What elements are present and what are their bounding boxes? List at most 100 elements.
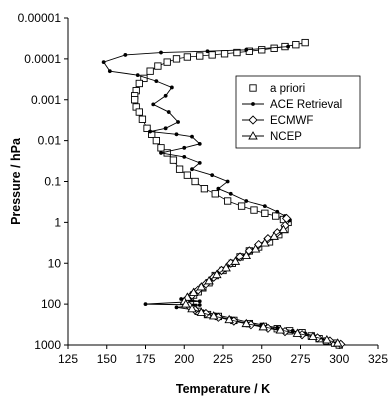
x-tick-label: 150 [97,352,117,366]
ace-retrieval-point [163,126,168,131]
ace-retrieval-point [101,60,106,65]
a-priori-marker [135,79,143,88]
ncep-marker [278,224,289,234]
a-priori-marker [157,144,165,152]
ace-retrieval-point [275,325,280,330]
a-priori-marker [143,124,151,132]
ace-retrieval-point [225,179,230,184]
series-layer [101,38,346,349]
a-priori-marker [154,62,162,70]
x-tick-label: 300 [329,352,349,366]
ncep-marker [308,331,318,340]
y-tick-label: 0.1 [44,175,61,189]
ncep-marker [241,318,252,328]
legend-label-a-priori: a priori [270,83,305,95]
ncep-marker [212,269,222,279]
a-priori-marker [258,46,266,54]
ecmwf-marker [281,213,292,224]
ace-retrieval-point [159,151,163,155]
ace-retrieval-point [197,141,202,146]
ace-retrieval-point [151,102,156,107]
ace-retrieval-point [210,173,215,178]
ace-retrieval-point [251,102,255,106]
a-priori-marker [196,52,204,60]
a-priori-marker [220,50,229,58]
legend-label-ace-retrieval: ACE Retrieval [270,99,342,111]
a-priori-marker [292,41,300,49]
ace-retrieval-point [176,120,180,124]
a-priori-marker [152,136,160,145]
ncep-marker [260,238,270,247]
ace-retrieval-point [135,73,140,78]
ace-retrieval-point [182,154,187,159]
ace-retrieval-point [244,47,249,52]
legend-label-ncep: NCEP [270,131,302,143]
a-priori-marker [261,209,269,217]
ncep-marker [250,244,261,253]
a-priori-marker [200,185,209,193]
ncep-marker [322,334,332,344]
ace-retrieval-point [123,53,128,57]
ncep-marker [248,131,258,140]
x-tick-label: 275 [290,352,310,366]
legend-items: a priori ACE Retrieval ECMWF NCEP [242,83,342,143]
ncep-marker [275,325,286,334]
y-tick-label: 0.001 [31,93,61,107]
x-tick-label: 325 [368,352,388,366]
y-tick-label: 0.01 [38,134,62,148]
ace-retrieval-point [275,209,280,214]
y-tick-label: 0.00001 [18,11,62,25]
legend-item-a-priori: a priori [249,83,305,95]
a-priori-marker [183,53,191,61]
ace-retrieval-point [197,303,202,307]
ncep-marker [187,303,197,313]
ncep-marker [332,338,343,347]
ace-retrieval-point [159,50,163,55]
a-priori-marker [172,55,181,63]
ace-retrieval-point [190,167,194,172]
ace-retrieval-point [228,191,233,196]
ace-retrieval-point [143,302,148,307]
x-tick-label: 200 [174,352,194,366]
ace-retrieval-point [244,199,249,203]
legend: a priori ACE Retrieval ECMWF NCEP [235,75,361,149]
a-priori-marker [223,197,232,205]
legend-item-ecmwf: ECMWF [242,115,313,127]
a-priori-marker [237,202,246,210]
ace-retrieval-point [154,79,159,84]
a-priori-marker [272,212,280,220]
ncep-marker [241,250,252,260]
a-priori-marker [175,165,184,173]
x-tick-label: 250 [252,352,272,366]
x-tick-label: 225 [213,352,233,366]
a-priori-marker [191,177,199,186]
a-priori-marker [211,190,219,198]
y-tick-label: 1000 [34,338,61,352]
ncep-marker [196,307,207,316]
y-axis-ticks: 1000 100 10 1 0.1 0.01 0.001 0.0001 0.00001 [18,11,68,352]
x-axis-ticks: 125 150 175 200 225 250 275 300 325 [58,345,388,366]
ace-retrieval-point [166,110,171,114]
ace-retrieval-point [286,44,290,49]
a-priori-marker [250,206,258,214]
ace-retrieval-point [179,297,184,301]
a-priori-marker [138,115,147,123]
ecmwf-marker [248,115,258,125]
ace-retrieval-point [169,85,174,90]
ncep-marker [188,287,199,296]
a-priori-marker [163,149,171,157]
series-ncep [179,224,343,347]
x-tick-label: 175 [135,352,155,366]
a-priori-marker [135,108,143,116]
ace-retrieval-point [205,49,210,54]
ace-retrieval-point [174,132,179,137]
ncep-marker [204,275,214,285]
ace-retrieval-point [197,299,202,304]
x-tick-label: 125 [58,352,78,366]
ncep-marker [208,311,219,320]
plot-area: 125 150 175 200 225 250 275 300 325 1000 100 10 1 0.… [18,11,389,366]
y-tick-label: 0.0001 [24,52,61,66]
ncep-marker [196,282,207,291]
ncep-marker [224,314,234,324]
